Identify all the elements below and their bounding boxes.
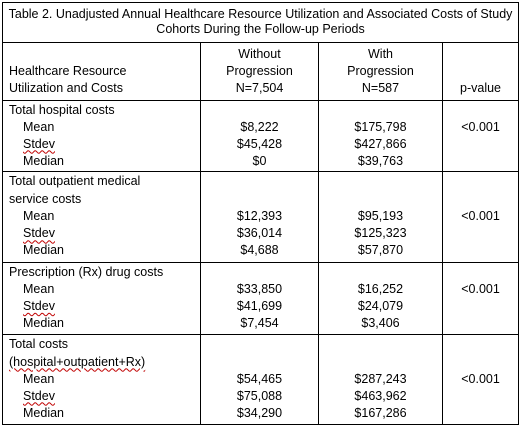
section-labels: Total outpatient medical service costs Mea…: [2, 171, 201, 263]
cost-value-without: $75,088: [236, 388, 283, 403]
stat-label: Stdev: [23, 298, 55, 313]
pvalue: <0.001: [461, 119, 500, 134]
stat-label: Mean: [23, 281, 55, 296]
cost-value-with: $24,079: [357, 298, 404, 313]
table-title: Table 2. Unadjusted Annual Healthcare Re…: [1, 1, 520, 44]
cost-value-with: $3,406: [361, 315, 400, 330]
cost-value-with: $463,962: [354, 388, 407, 403]
header-with-line2: Progression: [347, 64, 414, 79]
cost-value-without: $7,454: [240, 315, 279, 330]
pvalue-cell: <0.001: [441, 333, 520, 426]
header-row: Healthcare Resource Utilization and Cost…: [2, 42, 520, 101]
header-without-line2: Progression: [226, 64, 293, 79]
pvalue: <0.001: [461, 209, 500, 224]
section-row: Total costs (hospital+outpatient+Rx) Mean S…: [2, 333, 520, 426]
cost-value-with: $167,286: [354, 405, 407, 420]
stat-label: Mean: [23, 209, 55, 224]
values-with: $16,252 $24,079 $3,406: [318, 261, 443, 335]
header-with-n: N=587: [361, 81, 400, 96]
cost-value-without: $12,393: [236, 209, 283, 224]
stat-label: Stdev: [23, 388, 55, 403]
cost-value-with: $427,866: [354, 136, 407, 151]
pvalue: <0.001: [461, 371, 500, 386]
values-without: $33,850 $41,699 $7,454: [200, 261, 319, 335]
cost-value-with: $125,323: [354, 226, 407, 241]
header-pvalue-label: p-value: [460, 81, 502, 96]
cost-value-with: $57,870: [357, 243, 404, 258]
section-title: service costs: [9, 192, 82, 207]
values-with: $175,798 $427,866 $39,763: [318, 99, 443, 173]
table-body: Total hospital costs Mean Stdev Median $8,2…: [2, 99, 520, 426]
header-pvalue: p-value: [441, 42, 520, 101]
values-without: $12,393 $36,014 $4,688: [200, 171, 319, 263]
pvalue: <0.001: [461, 281, 500, 296]
header-measure-line2: Utilization and Costs: [9, 81, 123, 96]
cost-value-with: $175,798: [354, 119, 407, 134]
stat-label: Mean: [23, 371, 55, 386]
section-labels: Prescription (Rx) drug costs Mean Stdev Med…: [2, 261, 201, 335]
stat-label: Median: [23, 153, 64, 168]
pvalue-cell: <0.001: [441, 171, 520, 263]
stat-label: Mean: [23, 119, 55, 134]
header-with-line1: With: [368, 47, 393, 62]
section-row: Total outpatient medical service costs Mea…: [2, 171, 520, 263]
cost-value-without: $45,428: [236, 136, 283, 151]
cost-value-without: $41,699: [236, 298, 283, 313]
values-with: $95,193 $125,323 $57,870: [318, 171, 443, 263]
cost-value-without: $36,014: [236, 226, 283, 241]
stat-label: Median: [23, 315, 64, 330]
header-without: Without Progression N=7,504: [200, 42, 319, 101]
section-title: (hospital+outpatient+Rx): [9, 354, 146, 369]
cost-value-with: $39,763: [357, 153, 404, 168]
pvalue-cell: <0.001: [441, 99, 520, 173]
header-without-line1: Without: [238, 47, 281, 62]
cost-value-with: $16,252: [357, 281, 404, 296]
cost-value-without: $54,465: [236, 371, 283, 386]
stat-label: Stdev: [23, 136, 55, 151]
section-row: Total hospital costs Mean Stdev Median $8,2…: [2, 99, 520, 173]
header-with: With Progression N=587: [318, 42, 443, 101]
stat-label: Stdev: [23, 226, 55, 241]
cost-value-without: $4,688: [240, 243, 279, 258]
header-without-n: N=7,504: [235, 81, 284, 96]
cost-value-without: $34,290: [236, 405, 283, 420]
header-measure-line1: Healthcare Resource: [9, 64, 127, 79]
stat-label: Median: [23, 243, 64, 258]
section-labels: Total hospital costs Mean Stdev Median: [2, 99, 201, 173]
cost-value-without: $8,222: [240, 119, 279, 134]
cost-value-with: $287,243: [354, 371, 407, 386]
section-labels: Total costs (hospital+outpatient+Rx) Mean S…: [2, 333, 201, 426]
section-title: Total outpatient medical: [9, 174, 141, 189]
values-with: $287,243 $463,962 $167,286: [318, 333, 443, 426]
cost-value-without: $0: [252, 153, 267, 168]
header-measure: Healthcare Resource Utilization and Cost…: [2, 42, 201, 101]
section-title: Total hospital costs: [9, 102, 115, 117]
stat-label: Median: [23, 405, 64, 420]
cost-value-without: $33,850: [236, 281, 283, 296]
values-without: $8,222 $45,428 $0: [200, 99, 319, 173]
cost-value-with: $95,193: [357, 209, 404, 224]
section-row: Prescription (Rx) drug costs Mean Stdev Med…: [2, 261, 520, 335]
section-title: Total costs: [9, 336, 69, 351]
section-title: Prescription (Rx) drug costs: [9, 264, 164, 279]
values-without: $54,465 $75,088 $34,290: [200, 333, 319, 426]
pvalue-cell: <0.001: [441, 261, 520, 335]
